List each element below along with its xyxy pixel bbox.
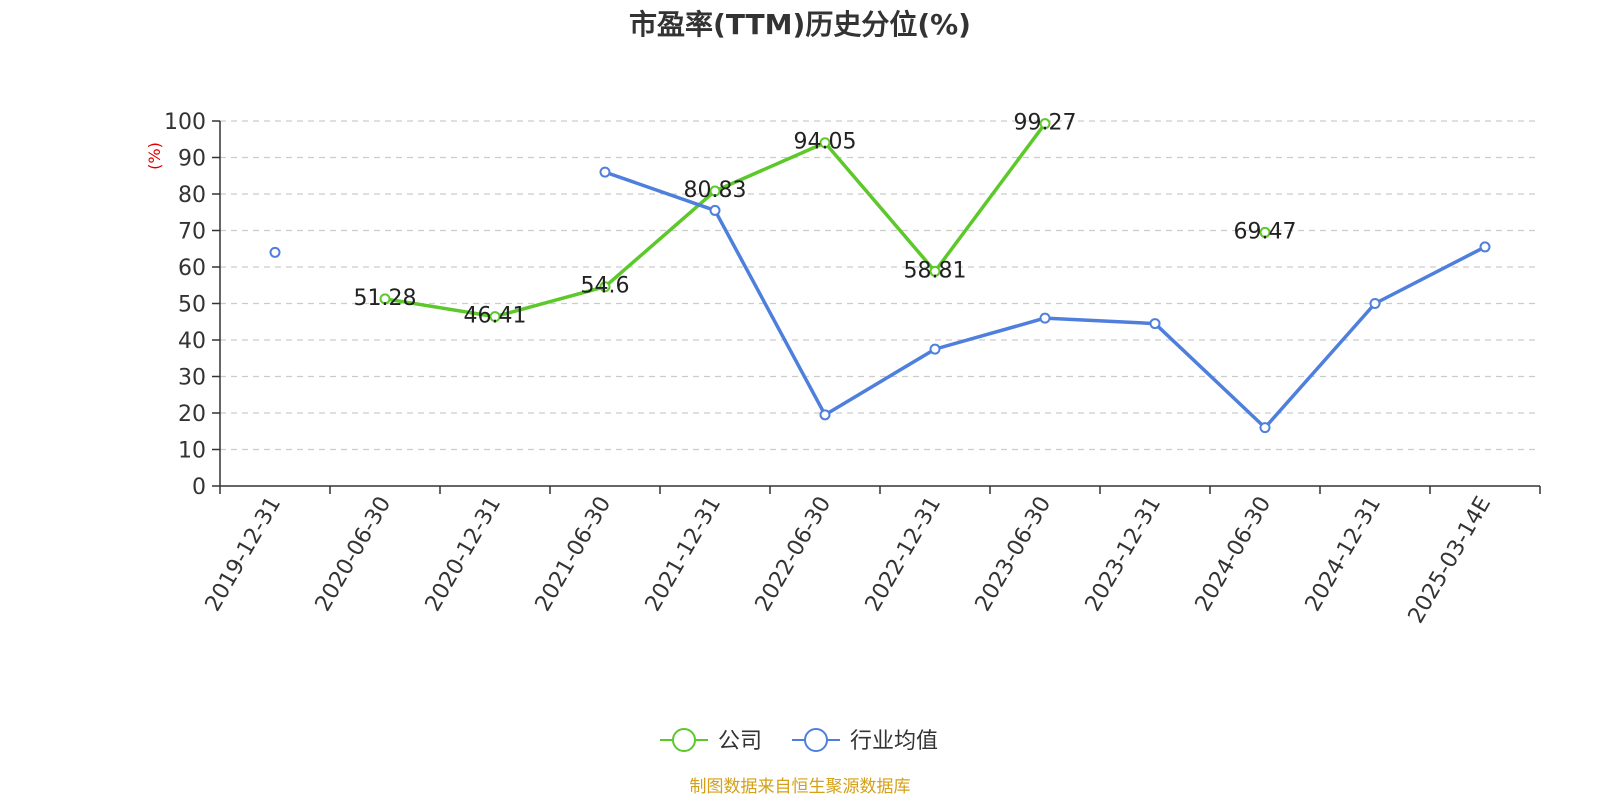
- x-tick-label: 2020-06-30: [311, 493, 397, 616]
- data-point: [1259, 422, 1271, 434]
- series-lines: [269, 118, 1491, 434]
- data-point: [599, 281, 611, 293]
- data-label: 51.28: [354, 286, 417, 311]
- data-point: [1259, 226, 1271, 238]
- y-tick-label: 0: [192, 475, 206, 500]
- data-point: [1039, 312, 1051, 324]
- y-tick-label: 20: [178, 402, 206, 427]
- y-axis-label: (%): [145, 142, 164, 170]
- chart-title: 市盈率(TTM)历史分位(%): [629, 8, 971, 41]
- legend-label: 行业均值: [850, 729, 938, 754]
- x-tick-label: 2019-12-31: [201, 493, 287, 616]
- legend-marker: [804, 728, 828, 752]
- y-tick-label: 30: [178, 366, 206, 391]
- data-point: [929, 265, 941, 277]
- y-tick-label: 70: [178, 220, 206, 245]
- data-point: [1149, 318, 1161, 330]
- data-label: 58.81: [904, 258, 967, 283]
- series-1: [269, 166, 1491, 434]
- x-tick-label: 2024-12-31: [1301, 493, 1387, 616]
- series-line: [604, 170, 1486, 430]
- x-tick-label: 2022-06-30: [751, 493, 837, 616]
- data-point: [709, 185, 721, 197]
- y-tick-label: 60: [178, 256, 206, 281]
- data-point: [269, 246, 281, 258]
- data-point: [599, 166, 611, 178]
- series-line: [384, 122, 1047, 319]
- data-label: 80.83: [684, 178, 747, 203]
- x-tick-label: 2020-12-31: [421, 493, 507, 616]
- x-tick-label: 2023-12-31: [1081, 493, 1167, 616]
- x-tick-label: 2021-06-30: [531, 493, 617, 616]
- grid-lines: [220, 120, 1540, 451]
- data-point: [819, 409, 831, 421]
- legend[interactable]: 公司 行业均值: [660, 728, 938, 754]
- data-point: [709, 204, 721, 216]
- data-point: [379, 293, 391, 305]
- data-labels: 51.28 46.41 54.6 80.83 94.05 58.81 99.27 69.47: [354, 111, 1297, 329]
- data-point: [1039, 118, 1051, 130]
- x-tick-label: 2021-12-31: [641, 493, 727, 616]
- y-tick-label: 90: [178, 147, 206, 172]
- y-tick-label: 50: [178, 293, 206, 318]
- legend-marker: [672, 728, 696, 752]
- data-point: [1369, 298, 1381, 309]
- y-tick-label: 100: [164, 110, 206, 135]
- data-label: 46.41: [464, 304, 527, 329]
- x-tick-label: 2025-03-14E: [1404, 493, 1497, 628]
- x-tick-label: 2022-12-31: [861, 493, 947, 616]
- axes: 0 10 20 30 40 50 60 70 80 90 100 2019-12-31 2020-06-…: [164, 110, 1541, 628]
- data-point: [489, 311, 501, 323]
- data-point: [1479, 241, 1491, 253]
- legend-item[interactable]: 行业均值: [792, 728, 938, 754]
- legend-item[interactable]: 公司: [660, 728, 762, 754]
- y-tick-label: 10: [178, 439, 206, 464]
- data-point: [929, 343, 941, 355]
- legend-label: 公司: [718, 729, 762, 754]
- x-tick-label: 2023-06-30: [971, 493, 1057, 616]
- y-tick-label: 80: [178, 183, 206, 208]
- data-label: 99.27: [1014, 111, 1077, 136]
- data-label: 69.47: [1234, 219, 1297, 244]
- data-label: 54.6: [581, 274, 630, 299]
- x-tick-label: 2024-06-30: [1191, 493, 1277, 616]
- y-tick-label: 40: [178, 329, 206, 354]
- series-0: [379, 118, 1271, 323]
- data-label: 94.05: [794, 130, 857, 155]
- data-source-note: 制图数据来自恒生聚源数据库: [690, 777, 911, 797]
- data-point: [819, 137, 831, 149]
